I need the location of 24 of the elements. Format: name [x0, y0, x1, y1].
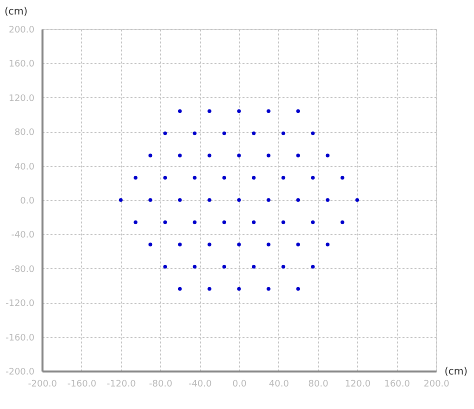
x-tick-label: 0.0 — [232, 380, 247, 390]
x-tick-label: -40.0 — [188, 380, 212, 390]
x-tick-label: 160.0 — [384, 380, 410, 390]
y-tick-label: 80.0 — [14, 128, 35, 138]
x-tick-label: 80.0 — [308, 380, 329, 390]
y-tick-label: 120.0 — [8, 94, 35, 104]
x-tick-label: 120.0 — [344, 380, 371, 390]
x-axis-title: (cm) — [444, 366, 468, 378]
y-tick-label: -40.0 — [11, 230, 35, 241]
y-tick-label: -120.0 — [5, 299, 35, 310]
x-tick-label: 40.0 — [268, 380, 290, 390]
y-axis-title: (cm) — [4, 6, 28, 18]
y-tick-label: -80.0 — [11, 264, 35, 275]
y-tick-label: 160.0 — [8, 60, 35, 70]
x-tick-label: -160.0 — [67, 380, 97, 390]
y-tick-label: 200.0 — [8, 26, 35, 36]
x-tick-label: -80.0 — [149, 380, 173, 390]
x-tick-label: -120.0 — [106, 380, 136, 390]
y-tick-label: 40.0 — [14, 162, 35, 172]
y-tick-label: 0.0 — [20, 196, 35, 206]
x-tick-label: 200.0 — [424, 380, 450, 390]
y-tick-label: -200.0 — [5, 368, 35, 378]
x-tick-label: -200.0 — [28, 380, 58, 390]
y-tick-label: -160.0 — [5, 333, 35, 344]
